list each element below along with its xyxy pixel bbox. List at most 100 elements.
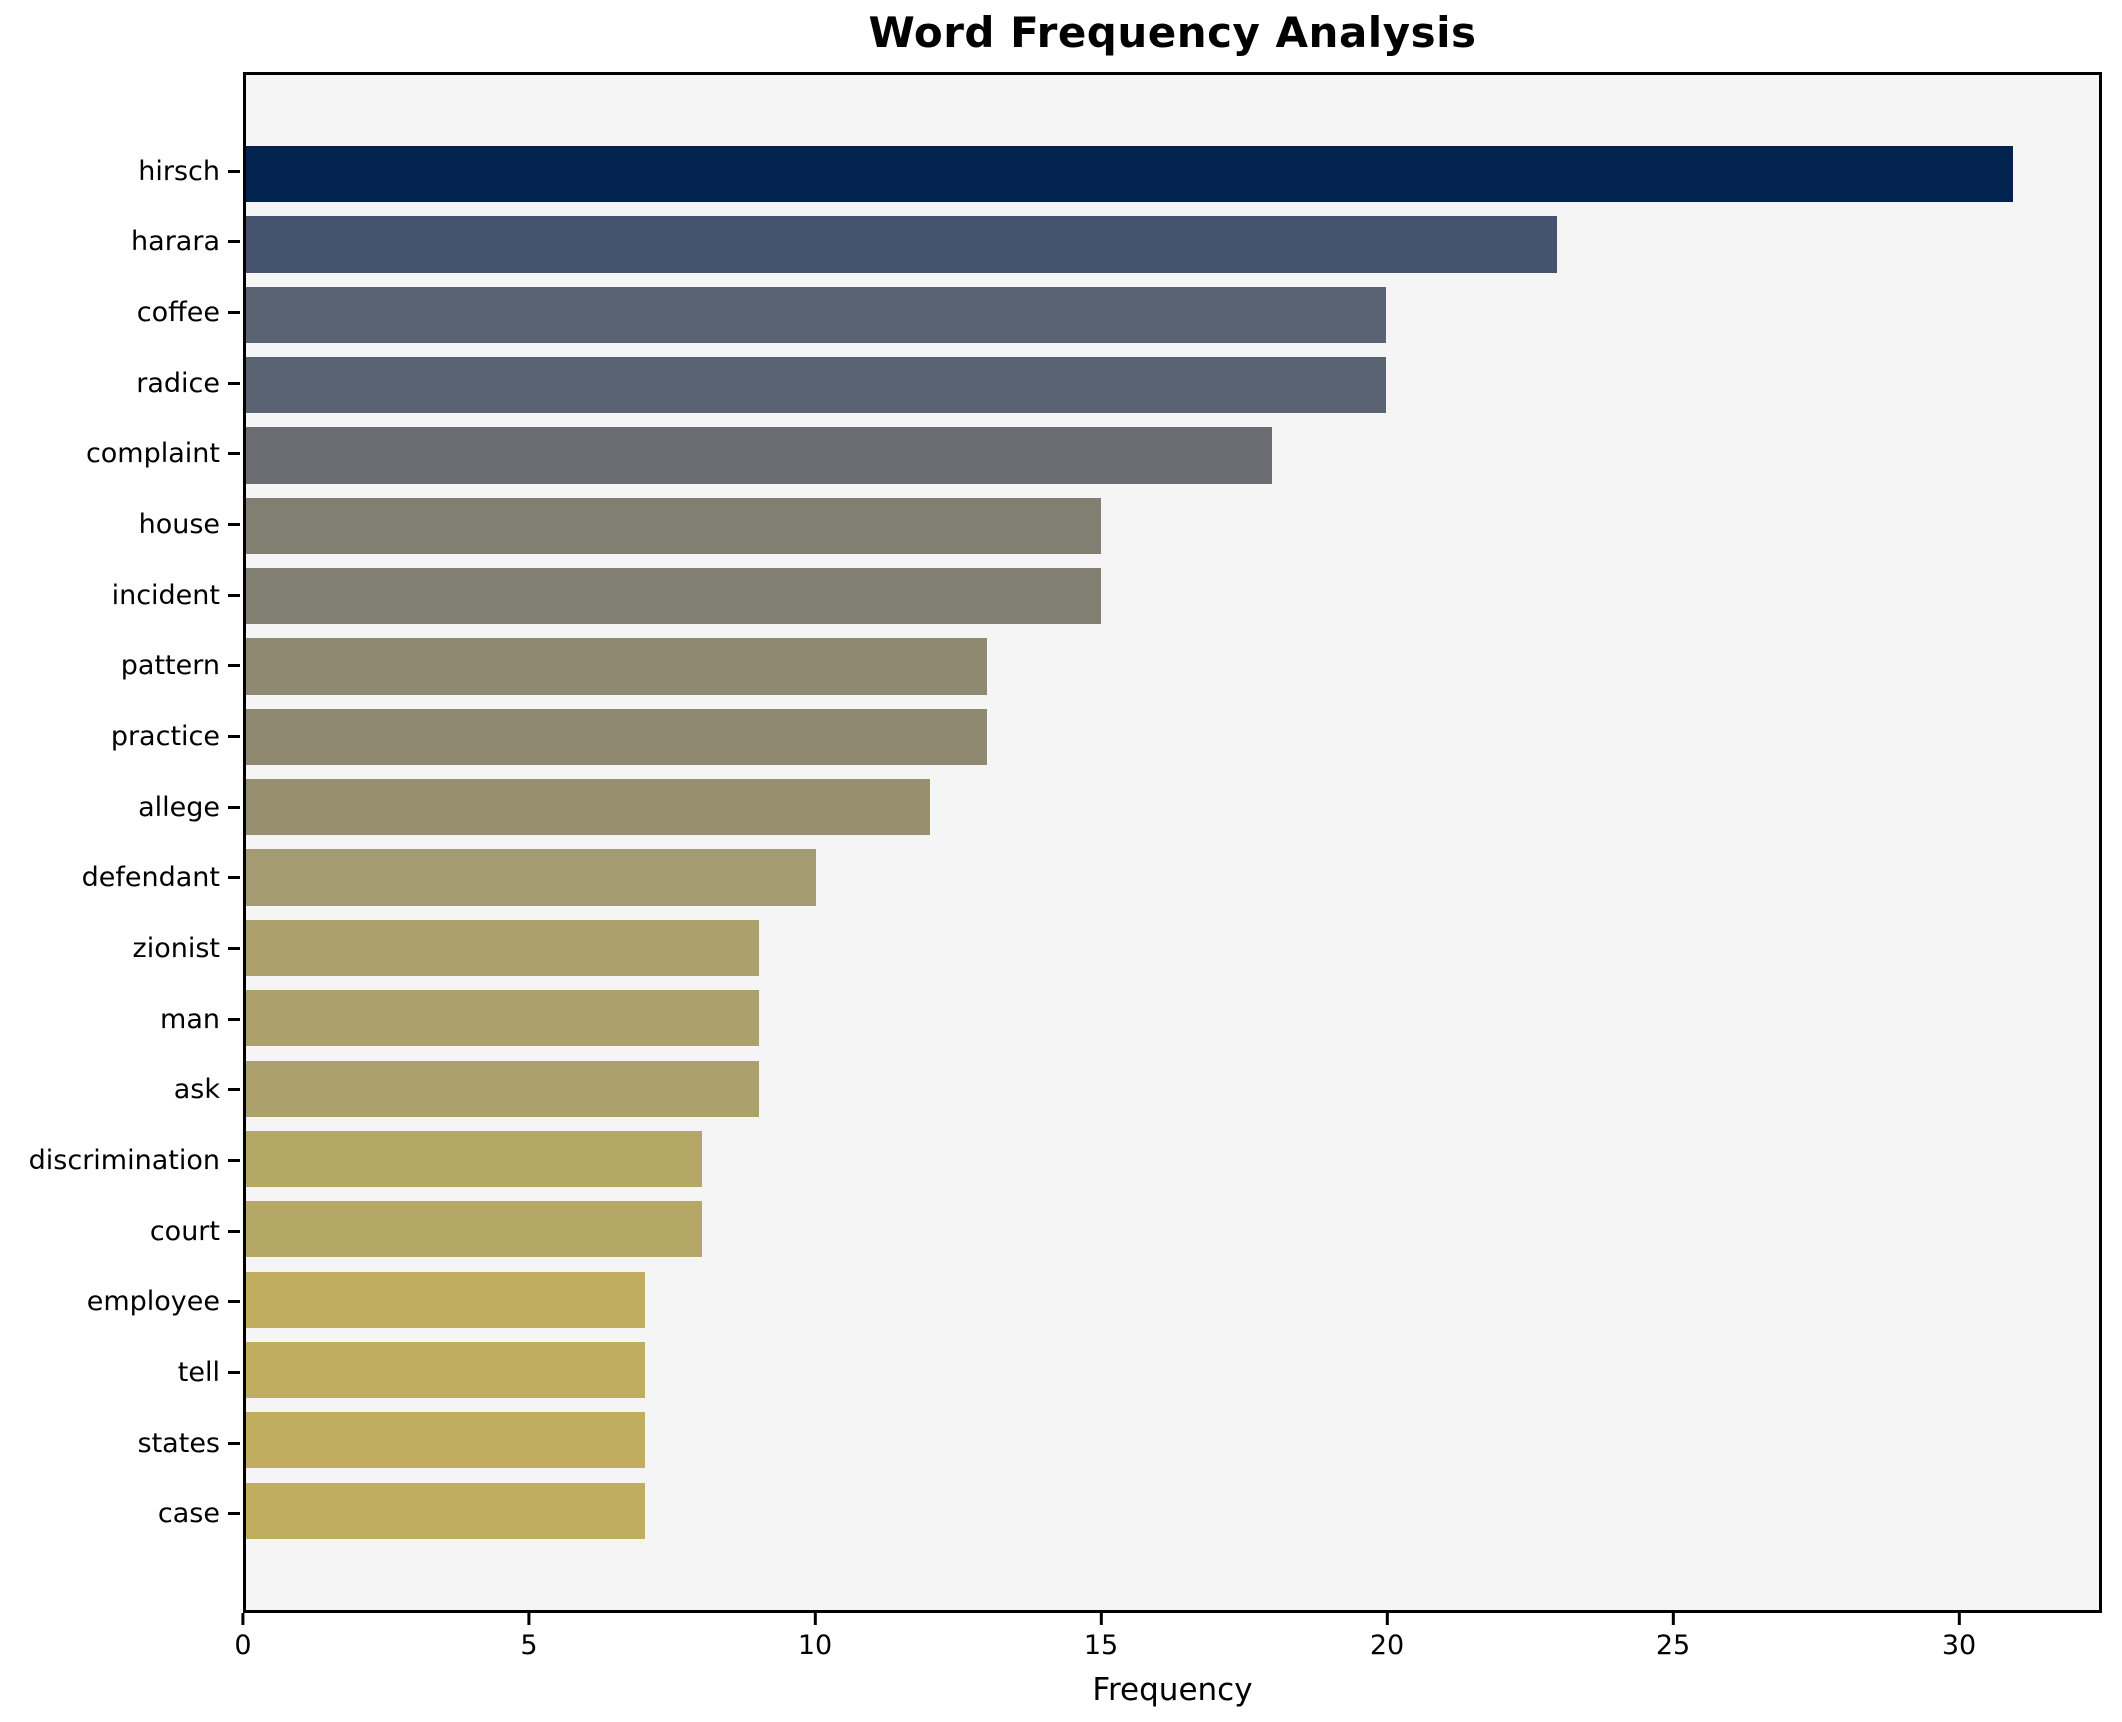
bar-slot xyxy=(246,1335,2099,1405)
x-tick-mark xyxy=(1099,1613,1103,1625)
bar-slot xyxy=(246,1124,2099,1194)
y-tick-label: man xyxy=(160,1003,220,1035)
bar-tell xyxy=(246,1341,646,1399)
bar-pattern xyxy=(246,638,988,695)
y-tick-mark xyxy=(228,1088,240,1092)
bar-complaint xyxy=(246,427,1273,484)
x-tick-label: 30 xyxy=(1941,1630,1977,1661)
y-tick-mark xyxy=(228,1300,240,1304)
bar-discrimination xyxy=(246,1130,703,1188)
x-tick-mark xyxy=(1671,1613,1675,1625)
y-tick-row: radice xyxy=(0,348,240,419)
y-tick-label: house xyxy=(138,509,220,541)
x-tick: 5 xyxy=(520,1613,538,1661)
bar-slot xyxy=(246,1405,2099,1475)
x-tick: 15 xyxy=(1084,1613,1118,1661)
x-axis: 0 5 10 15 20 25 30 xyxy=(234,1613,2102,1683)
y-tick-row: hirsch xyxy=(0,136,240,207)
y-tick-row: house xyxy=(0,489,240,560)
bar-incident xyxy=(246,568,1102,625)
x-tick-label: 20 xyxy=(1369,1630,1405,1661)
y-tick-label: incident xyxy=(111,579,220,611)
y-tick-label: radice xyxy=(136,367,220,399)
y-tick-label: defendant xyxy=(81,862,220,894)
y-tick-row: court xyxy=(0,1196,240,1267)
y-tick-mark xyxy=(228,311,240,315)
y-tick-mark xyxy=(228,1159,240,1163)
x-tick-mark xyxy=(1957,1613,1961,1625)
y-tick-mark xyxy=(228,1229,240,1233)
x-tick: 10 xyxy=(798,1613,832,1661)
y-tick-mark xyxy=(228,947,240,951)
x-tick-mark xyxy=(241,1613,245,1625)
y-tick-mark xyxy=(228,664,240,668)
x-tick-label: 25 xyxy=(1655,1630,1691,1661)
y-tick-mark xyxy=(228,1370,240,1374)
y-tick-label: discrimination xyxy=(28,1145,220,1177)
bar-slot xyxy=(246,842,2099,912)
bar-employee xyxy=(246,1271,646,1328)
bar-states xyxy=(246,1412,646,1469)
bar-slot xyxy=(246,491,2099,561)
bar-hirsch xyxy=(246,146,2014,203)
y-tick-mark xyxy=(228,876,240,880)
bar-slot xyxy=(246,350,2099,420)
y-tick-row: allege xyxy=(0,772,240,843)
y-tick-row: states xyxy=(0,1408,240,1479)
y-tick-mark xyxy=(228,240,240,244)
y-tick-label: harara xyxy=(131,226,220,258)
bar-harara xyxy=(246,216,1558,273)
y-tick-row: incident xyxy=(0,560,240,631)
bar-allege xyxy=(246,779,931,836)
y-tick-label: case xyxy=(157,1498,220,1530)
bar-slot xyxy=(246,1265,2099,1335)
bar-defendant xyxy=(246,849,817,906)
y-tick-row: coffee xyxy=(0,277,240,348)
x-tick-label: 10 xyxy=(797,1630,833,1661)
y-tick-mark xyxy=(228,169,240,173)
y-tick-mark xyxy=(228,1017,240,1021)
y-tick-mark xyxy=(228,593,240,597)
bar-slot xyxy=(246,561,2099,631)
bar-slot xyxy=(246,420,2099,490)
y-tick-row: ask xyxy=(0,1055,240,1126)
y-tick-mark xyxy=(228,1441,240,1445)
y-tick-row: employee xyxy=(0,1267,240,1338)
y-tick-row: tell xyxy=(0,1337,240,1408)
y-tick-label: court xyxy=(149,1215,220,1247)
bar-slot xyxy=(246,913,2099,983)
bar-ask xyxy=(246,1060,760,1117)
bar-practice xyxy=(246,708,988,766)
x-tick-label: 15 xyxy=(1083,1630,1119,1661)
y-tick-row: zionist xyxy=(0,913,240,984)
y-tick-label: complaint xyxy=(85,438,220,470)
bar-radice xyxy=(246,357,1387,414)
x-tick-label: 5 xyxy=(520,1630,538,1661)
y-tick-mark xyxy=(228,1512,240,1516)
y-tick-mark xyxy=(228,523,240,527)
y-tick-label: practice xyxy=(110,721,220,753)
y-tick-row: pattern xyxy=(0,631,240,702)
x-tick: 0 xyxy=(234,1613,252,1661)
x-tick: 30 xyxy=(1942,1613,1976,1661)
bar-slot xyxy=(246,772,2099,842)
bar-slot xyxy=(246,1053,2099,1123)
bar-slot xyxy=(246,983,2099,1053)
bar-zionist xyxy=(246,919,760,977)
y-tick-label: hirsch xyxy=(138,155,220,187)
y-tick-row: case xyxy=(0,1478,240,1549)
y-tick-row: discrimination xyxy=(0,1125,240,1196)
y-axis-labels: hirsch harara coffee radice complaint house in… xyxy=(0,72,240,1613)
bar-slot xyxy=(246,1476,2099,1546)
y-tick-mark xyxy=(228,452,240,456)
y-tick-label: states xyxy=(137,1427,220,1459)
y-tick-label: employee xyxy=(86,1286,220,1318)
y-tick-row: practice xyxy=(0,701,240,772)
y-tick-row: defendant xyxy=(0,843,240,914)
bar-coffee xyxy=(246,286,1387,343)
x-axis-title: Frequency xyxy=(1092,1672,1253,1708)
x-tick-mark xyxy=(1385,1613,1389,1625)
y-tick-row: harara xyxy=(0,207,240,278)
y-tick-mark xyxy=(228,735,240,739)
